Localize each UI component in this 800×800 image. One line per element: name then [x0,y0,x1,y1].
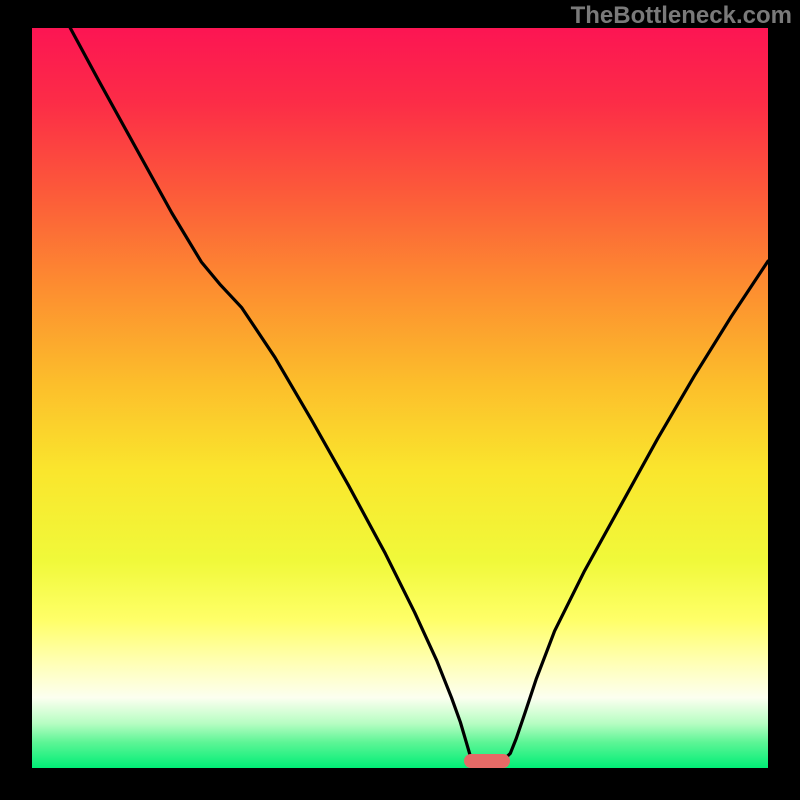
bottleneck-curve [32,28,768,768]
plot-area [32,28,768,768]
minimum-marker [464,754,510,768]
watermark-text: TheBottleneck.com [571,2,792,30]
